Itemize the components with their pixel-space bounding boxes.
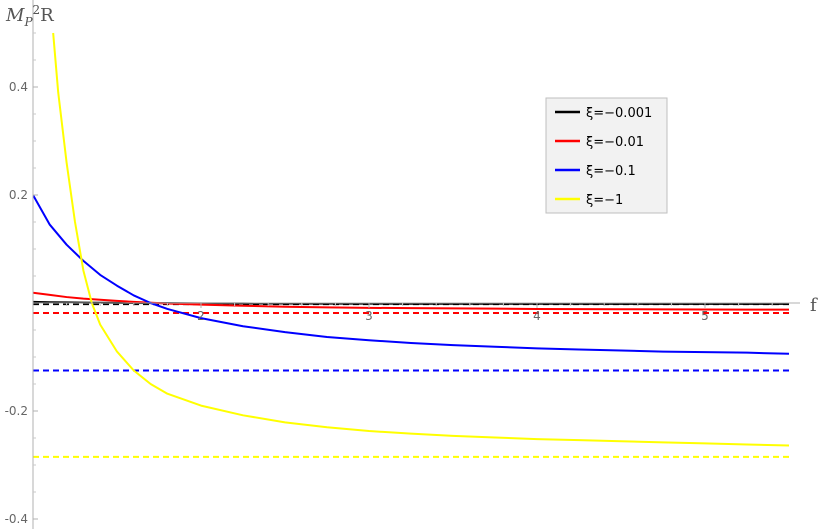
x-axis-title: f bbox=[810, 295, 818, 316]
ticks-layer: 2 3 4 5 -0.4 -0.2 0.2 0.4 bbox=[5, 32, 773, 526]
y-tick-label: -0.4 bbox=[5, 512, 28, 526]
series-line bbox=[33, 194, 790, 355]
series-group bbox=[33, 32, 790, 458]
legend-label: ξ=−0.01 bbox=[586, 135, 644, 150]
series-line bbox=[33, 291, 790, 311]
x-tick-label: 4 bbox=[533, 309, 541, 323]
y-tick-label: -0.2 bbox=[5, 404, 28, 418]
legend-label: ξ=−0.001 bbox=[586, 106, 652, 121]
legend-label: ξ=−0.1 bbox=[586, 164, 636, 179]
legend: ξ=−0.001 ξ=−0.01 ξ=−0.1 ξ=−1 bbox=[545, 97, 668, 214]
y-axis-title: MP2R bbox=[5, 3, 54, 29]
legend-label: ξ=−1 bbox=[586, 193, 623, 208]
y-title-tail: R bbox=[40, 5, 54, 26]
axes-layer: 2 3 4 5 -0.4 -0.2 0.2 0.4 bbox=[5, 0, 800, 529]
y-title-sub: P bbox=[23, 15, 33, 29]
series-layer bbox=[33, 32, 790, 458]
x-tick-label: 3 bbox=[365, 309, 373, 323]
x-tick-label: 2 bbox=[197, 309, 205, 323]
y-title-base: M bbox=[5, 5, 25, 26]
y-tick-label: 0.4 bbox=[9, 80, 28, 94]
series-line bbox=[52, 32, 790, 447]
y-title-sup: 2 bbox=[33, 3, 41, 17]
legend-items: ξ=−0.001 ξ=−0.01 ξ=−0.1 ξ=−1 bbox=[555, 106, 652, 208]
legend-box bbox=[545, 97, 668, 214]
y-tick-label: 0.2 bbox=[9, 188, 28, 202]
x-tick-label: 5 bbox=[701, 309, 709, 323]
